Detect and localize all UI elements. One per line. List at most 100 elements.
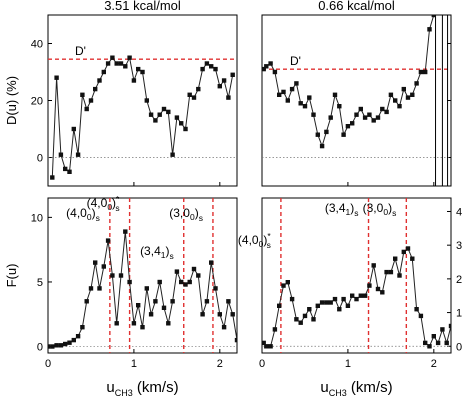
data-point xyxy=(268,344,273,349)
data-point xyxy=(140,69,145,75)
x-tick-label: 1 xyxy=(131,358,137,370)
data-point xyxy=(136,303,141,308)
data-point xyxy=(371,263,376,268)
y-axis-label: F(u) xyxy=(4,264,19,288)
d-prime-label: D' xyxy=(290,54,301,68)
panel-title: 3.51 kcal/mol xyxy=(104,0,181,13)
x-tick-label: 2 xyxy=(431,358,437,370)
x-tick-label: 2 xyxy=(217,358,223,370)
data-point xyxy=(302,104,308,109)
data-point xyxy=(217,84,222,89)
data-point xyxy=(324,300,329,305)
data-point xyxy=(110,55,115,60)
data-point xyxy=(358,293,363,298)
panel-frames xyxy=(47,14,452,354)
data-point xyxy=(105,61,111,66)
y-tick-label: 0 xyxy=(456,341,462,353)
data-point xyxy=(97,286,102,291)
data-point xyxy=(71,337,76,343)
data-point xyxy=(337,307,342,312)
data-point xyxy=(213,286,218,291)
data-point xyxy=(418,313,424,319)
data-point xyxy=(221,78,227,83)
data-point xyxy=(448,323,451,329)
data-point xyxy=(384,269,389,275)
data-point xyxy=(217,312,222,317)
data-point xyxy=(93,260,98,265)
data-point xyxy=(302,313,308,319)
data-point xyxy=(414,307,419,312)
data-point xyxy=(285,280,290,285)
data-point xyxy=(161,106,167,112)
data-point xyxy=(191,266,197,272)
data-point xyxy=(440,327,445,332)
y-tick-label: 0 xyxy=(37,342,43,354)
x-tick-label: 0 xyxy=(45,358,51,370)
data-point xyxy=(75,152,81,157)
data-point xyxy=(63,341,68,347)
bottom-left-frame xyxy=(47,197,238,354)
data-point xyxy=(105,238,111,243)
data-point xyxy=(380,106,385,112)
data-point xyxy=(262,340,266,346)
data-point xyxy=(281,89,286,95)
y-axis-label: D(u) (%) xyxy=(4,76,19,125)
data-point xyxy=(148,112,154,117)
data-point xyxy=(354,296,359,302)
data-point xyxy=(410,256,415,261)
data-point xyxy=(71,126,76,132)
data-point xyxy=(397,273,402,278)
data-point xyxy=(405,246,411,251)
data-point xyxy=(350,293,355,298)
data-point xyxy=(435,340,441,346)
x-axis-label: uCH3 (km/s) xyxy=(106,379,178,398)
data-point xyxy=(362,115,368,120)
data-point xyxy=(144,98,149,103)
data-point xyxy=(67,169,72,174)
data-point xyxy=(367,112,372,117)
data-point xyxy=(388,269,394,275)
reference-lines xyxy=(48,15,451,353)
data-point xyxy=(170,299,175,304)
data-point xyxy=(127,279,132,285)
data-point xyxy=(272,69,278,75)
data-point xyxy=(311,112,316,117)
data-point xyxy=(341,296,346,302)
data-point xyxy=(101,264,106,269)
data-point xyxy=(315,303,320,308)
data-point xyxy=(118,273,124,278)
data-point xyxy=(183,282,188,287)
data-point xyxy=(431,15,436,18)
state-label: (4,00)* s xyxy=(87,194,120,213)
data-point xyxy=(131,78,137,83)
data-point xyxy=(226,299,231,304)
data-point xyxy=(204,299,210,304)
state-label: (3,00)s xyxy=(363,201,397,218)
data-point xyxy=(414,81,419,86)
data-point xyxy=(388,92,394,97)
data-point xyxy=(191,95,197,100)
data-point xyxy=(427,344,432,349)
data-point xyxy=(136,66,141,72)
data-point xyxy=(375,115,381,120)
data-point xyxy=(319,143,325,149)
top-left-frame xyxy=(47,14,238,187)
y-tick-label: 5 xyxy=(37,277,43,289)
data-series xyxy=(48,15,451,349)
data-point xyxy=(332,296,338,302)
x-tick-label: 0 xyxy=(259,358,265,370)
data-point xyxy=(200,66,205,72)
data-point xyxy=(294,317,299,322)
data-point xyxy=(371,118,376,123)
data-point xyxy=(204,61,210,66)
data-point xyxy=(298,320,303,325)
data-point xyxy=(298,101,303,106)
data-point xyxy=(328,115,333,120)
data-point xyxy=(234,337,237,343)
data-point xyxy=(277,303,282,308)
data-point xyxy=(418,69,424,75)
data-point xyxy=(166,109,171,115)
data-point xyxy=(341,132,346,137)
data-point xyxy=(140,325,145,330)
